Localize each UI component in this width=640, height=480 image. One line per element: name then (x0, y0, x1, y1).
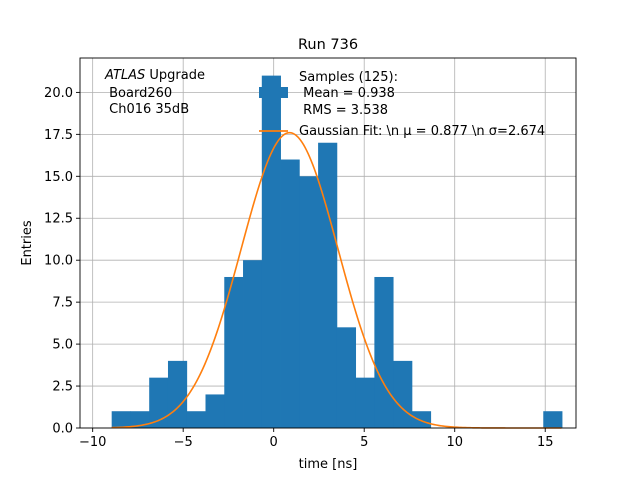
histogram-bar-8 (261, 75, 281, 428)
histogram-bar-15 (393, 360, 413, 428)
histogram-bar-14 (374, 276, 394, 428)
svg-text:ATLAS Upgrade: ATLAS Upgrade (104, 68, 205, 83)
legend-hist-swatch (259, 87, 288, 98)
legend-hist-line-2: Mean = 0.938 (299, 86, 395, 101)
x-tick-label-3: 5 (360, 435, 368, 450)
annotation-atlas: ATLAS (104, 68, 145, 83)
x-axis-label: time [ns] (299, 457, 358, 472)
histogram-bar-9 (280, 159, 300, 428)
y-tick-label-4: 10.0 (44, 254, 73, 269)
histogram-bars (111, 75, 563, 428)
annotation-channel: Ch016 35dB (105, 102, 189, 117)
histogram-bar-5 (205, 394, 225, 428)
x-tick-label-4: 10 (446, 435, 463, 450)
y-tick-label-1: 2.5 (52, 380, 73, 395)
legend-fit-label: Gaussian Fit: \n μ = 0.877 \n σ=2.674 (299, 124, 545, 139)
histogram-bar-0 (111, 411, 131, 428)
histogram-bar-3 (167, 360, 188, 428)
histogram-bar-2 (149, 377, 169, 428)
x-axis-ticks: −10 −5 0 5 10 15 (79, 428, 554, 450)
legend-hist-line-3: RMS = 3.538 (299, 103, 388, 118)
histogram-bar-7 (243, 260, 263, 428)
histogram-bar-4 (186, 411, 206, 428)
legend-hist-line-1: Samples (125): (299, 70, 398, 85)
legend: Samples (125): Mean = 0.938 RMS = 3.538 … (259, 70, 545, 139)
histogram-bar-11 (318, 142, 338, 428)
annotation-upgrade: Upgrade (145, 68, 205, 83)
x-tick-label-2: 0 (270, 435, 278, 450)
annotation-board: Board260 (105, 86, 172, 101)
histogram-bar-23 (543, 411, 563, 428)
histogram-bar-16 (411, 411, 432, 428)
histogram-bar-6 (224, 276, 244, 428)
x-tick-label-5: 15 (537, 435, 554, 450)
y-tick-label-3: 7.5 (52, 296, 73, 311)
y-axis-ticks: 0.0 2.5 5.0 7.5 10.0 12.5 15.0 17.5 20.0 (44, 86, 80, 437)
x-tick-label-1: −5 (174, 435, 193, 450)
y-tick-label-5: 12.5 (44, 212, 73, 227)
histogram-bar-10 (299, 176, 319, 428)
histogram-bar-12 (336, 327, 357, 428)
atlas-annotation: ATLAS Upgrade Board260 Ch016 35dB (104, 68, 205, 117)
histogram-bar-13 (355, 377, 375, 428)
x-tick-label-0: −10 (79, 435, 106, 450)
chart-title: Run 736 (298, 37, 358, 53)
y-tick-label-7: 17.5 (44, 128, 73, 143)
y-tick-label-8: 20.0 (44, 86, 73, 101)
y-tick-label-2: 5.0 (52, 338, 73, 353)
y-axis-label: Entries (20, 220, 35, 266)
y-tick-label-0: 0.0 (52, 422, 73, 437)
plot-frame (79, 57, 577, 429)
y-tick-label-6: 15.0 (44, 170, 73, 185)
